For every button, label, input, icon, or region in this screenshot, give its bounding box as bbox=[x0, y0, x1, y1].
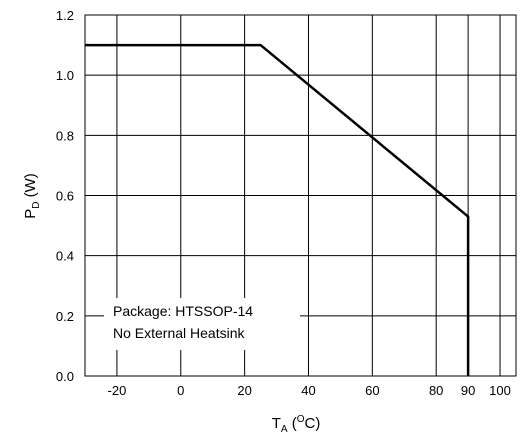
plot-frame bbox=[84, 14, 517, 377]
x-tick-label-0: -20 bbox=[108, 383, 127, 398]
series-layer bbox=[85, 43, 470, 376]
x-axis-title-unit-close: C) bbox=[304, 415, 320, 432]
derating-curve-0 bbox=[85, 43, 470, 376]
y-axis-title-unit: (W) bbox=[22, 173, 39, 201]
y-axis-title-sub: D bbox=[31, 202, 42, 209]
annotation-line-0: Package: HTSSOP-14 bbox=[113, 303, 253, 319]
x-tick-label-1: 0 bbox=[177, 383, 184, 398]
annotation-box bbox=[104, 298, 300, 350]
y-tick-labels: 0.0 0.2 0.4 0.6 0.8 1.0 1.2 bbox=[56, 8, 74, 384]
x-tick-label-2: 20 bbox=[237, 383, 251, 398]
y-tick-label-2: 0.4 bbox=[56, 249, 74, 264]
x-axis-title-unit-sup: O bbox=[297, 414, 305, 425]
y-tick-label-0: 0.0 bbox=[56, 369, 74, 384]
x-axis-title: TA (OC) bbox=[272, 414, 321, 435]
x-tick-label-5: 80 bbox=[429, 383, 443, 398]
x-axis-title-sub: A bbox=[281, 424, 288, 435]
annotation-line-1: No External Heatsink bbox=[113, 325, 246, 341]
y-axis-title-main: P bbox=[22, 209, 39, 219]
y-tick-label-3: 0.6 bbox=[56, 189, 74, 204]
y-axis-title: PD (W) bbox=[22, 173, 42, 219]
y-tick-label-5: 1.0 bbox=[56, 68, 74, 83]
y-tick-label-1: 0.2 bbox=[56, 309, 74, 324]
x-axis-title-unit-open: ( bbox=[288, 415, 297, 432]
y-tick-label-6: 1.2 bbox=[56, 8, 74, 23]
x-tick-label-3: 40 bbox=[301, 383, 315, 398]
x-tick-label-7: 100 bbox=[489, 383, 511, 398]
annotations: Package: HTSSOP-14 No External Heatsink bbox=[113, 303, 253, 341]
y-tick-label-4: 0.8 bbox=[56, 128, 74, 143]
x-tick-label-6: 90 bbox=[461, 383, 475, 398]
x-tick-label-4: 60 bbox=[365, 383, 379, 398]
grid bbox=[85, 15, 516, 376]
x-axis-title-main: T bbox=[272, 415, 281, 432]
x-tick-labels: -20 0 20 40 60 80 90 100 bbox=[108, 383, 511, 398]
